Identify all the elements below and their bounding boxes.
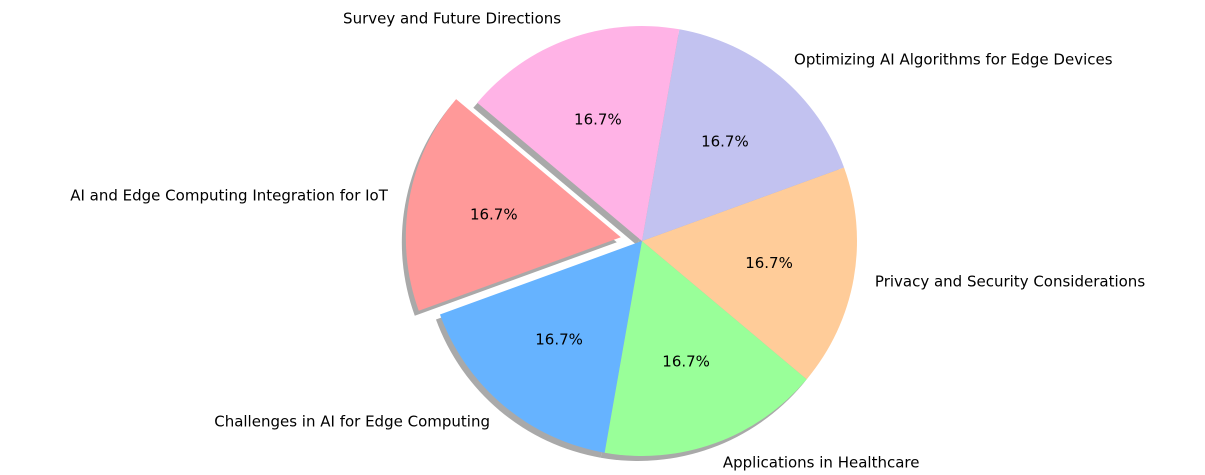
- value-label: 16.7%: [470, 205, 518, 223]
- slice: [642, 29, 845, 242]
- value-label: 16.7%: [662, 353, 710, 371]
- slice-label: Challenges in AI for Edge Computing: [214, 413, 490, 431]
- slice-label: Optimizing AI Algorithms for Edge Device…: [794, 50, 1113, 68]
- value-label: 16.7%: [701, 133, 749, 151]
- slice-label: Survey and Future Directions: [343, 9, 561, 27]
- slice-label: Applications in Healthcare: [723, 454, 920, 472]
- slice: [642, 167, 858, 380]
- value-label: 16.7%: [745, 254, 793, 272]
- value-label: 16.7%: [535, 330, 583, 348]
- slice: [477, 26, 680, 242]
- value-label: 16.7%: [574, 110, 622, 128]
- slice-label: Privacy and Security Considerations: [875, 273, 1145, 291]
- slice: [604, 241, 807, 457]
- slice: [405, 99, 621, 311]
- slice: [439, 241, 642, 453]
- slice-label: AI and Edge Computing Integration for Io…: [70, 187, 389, 205]
